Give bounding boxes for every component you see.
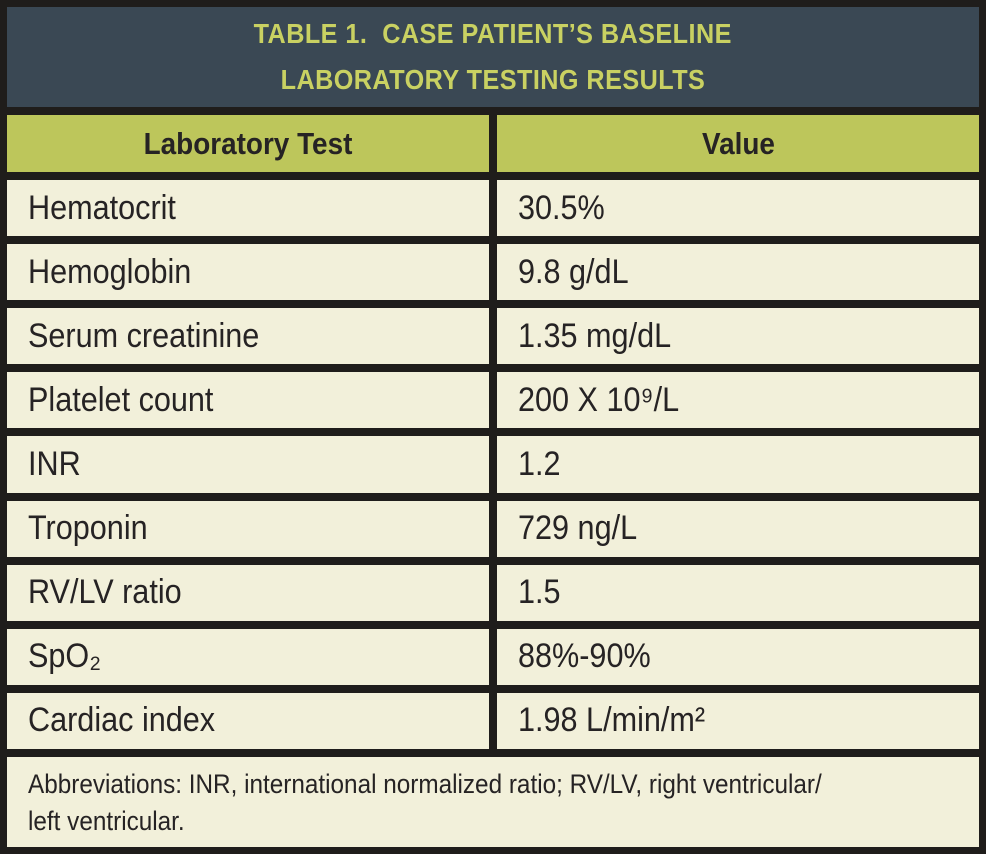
test-cell: Hematocrit — [7, 180, 489, 237]
abbreviations-footnote: Abbreviations: INR, international normal… — [7, 756, 979, 847]
value-cell: 1.35 mg/dL — [497, 308, 979, 365]
table-title: TABLE 1. CASE PATIENT’S BASELINE LABORAT… — [7, 7, 979, 107]
test-cell: Platelet count — [7, 372, 489, 429]
footnote-line-1: Abbreviations: INR, international normal… — [28, 768, 822, 799]
column-header-value: Value — [497, 115, 979, 172]
test-cell: Serum creatinine — [7, 308, 489, 365]
table-title-line-1: TABLE 1. CASE PATIENT’S BASELINE — [253, 18, 733, 49]
test-cell: Troponin — [7, 500, 489, 557]
test-cell: Hemoglobin — [7, 244, 489, 301]
value-cell: 88%-90% — [497, 628, 979, 685]
footnote-line-2: left ventricular. — [28, 805, 185, 836]
value-cell: 30.5% — [497, 180, 979, 237]
test-cell: RV/LV ratio — [7, 564, 489, 621]
column-header-laboratory-test: Laboratory Test — [7, 115, 489, 172]
value-cell: 1.2 — [497, 436, 979, 493]
test-cell: SpO₂ — [7, 628, 489, 685]
value-cell: 200 X 10⁹/L — [497, 372, 979, 429]
value-cell: 9.8 g/dL — [497, 244, 979, 301]
value-cell: 729 ng/L — [497, 500, 979, 557]
test-cell: Cardiac index — [7, 692, 489, 749]
test-cell: INR — [7, 436, 489, 493]
value-cell: 1.98 L/min/m² — [497, 692, 979, 749]
table-title-line-2: LABORATORY TESTING RESULTS — [280, 64, 706, 95]
value-cell: 1.5 — [497, 564, 979, 621]
